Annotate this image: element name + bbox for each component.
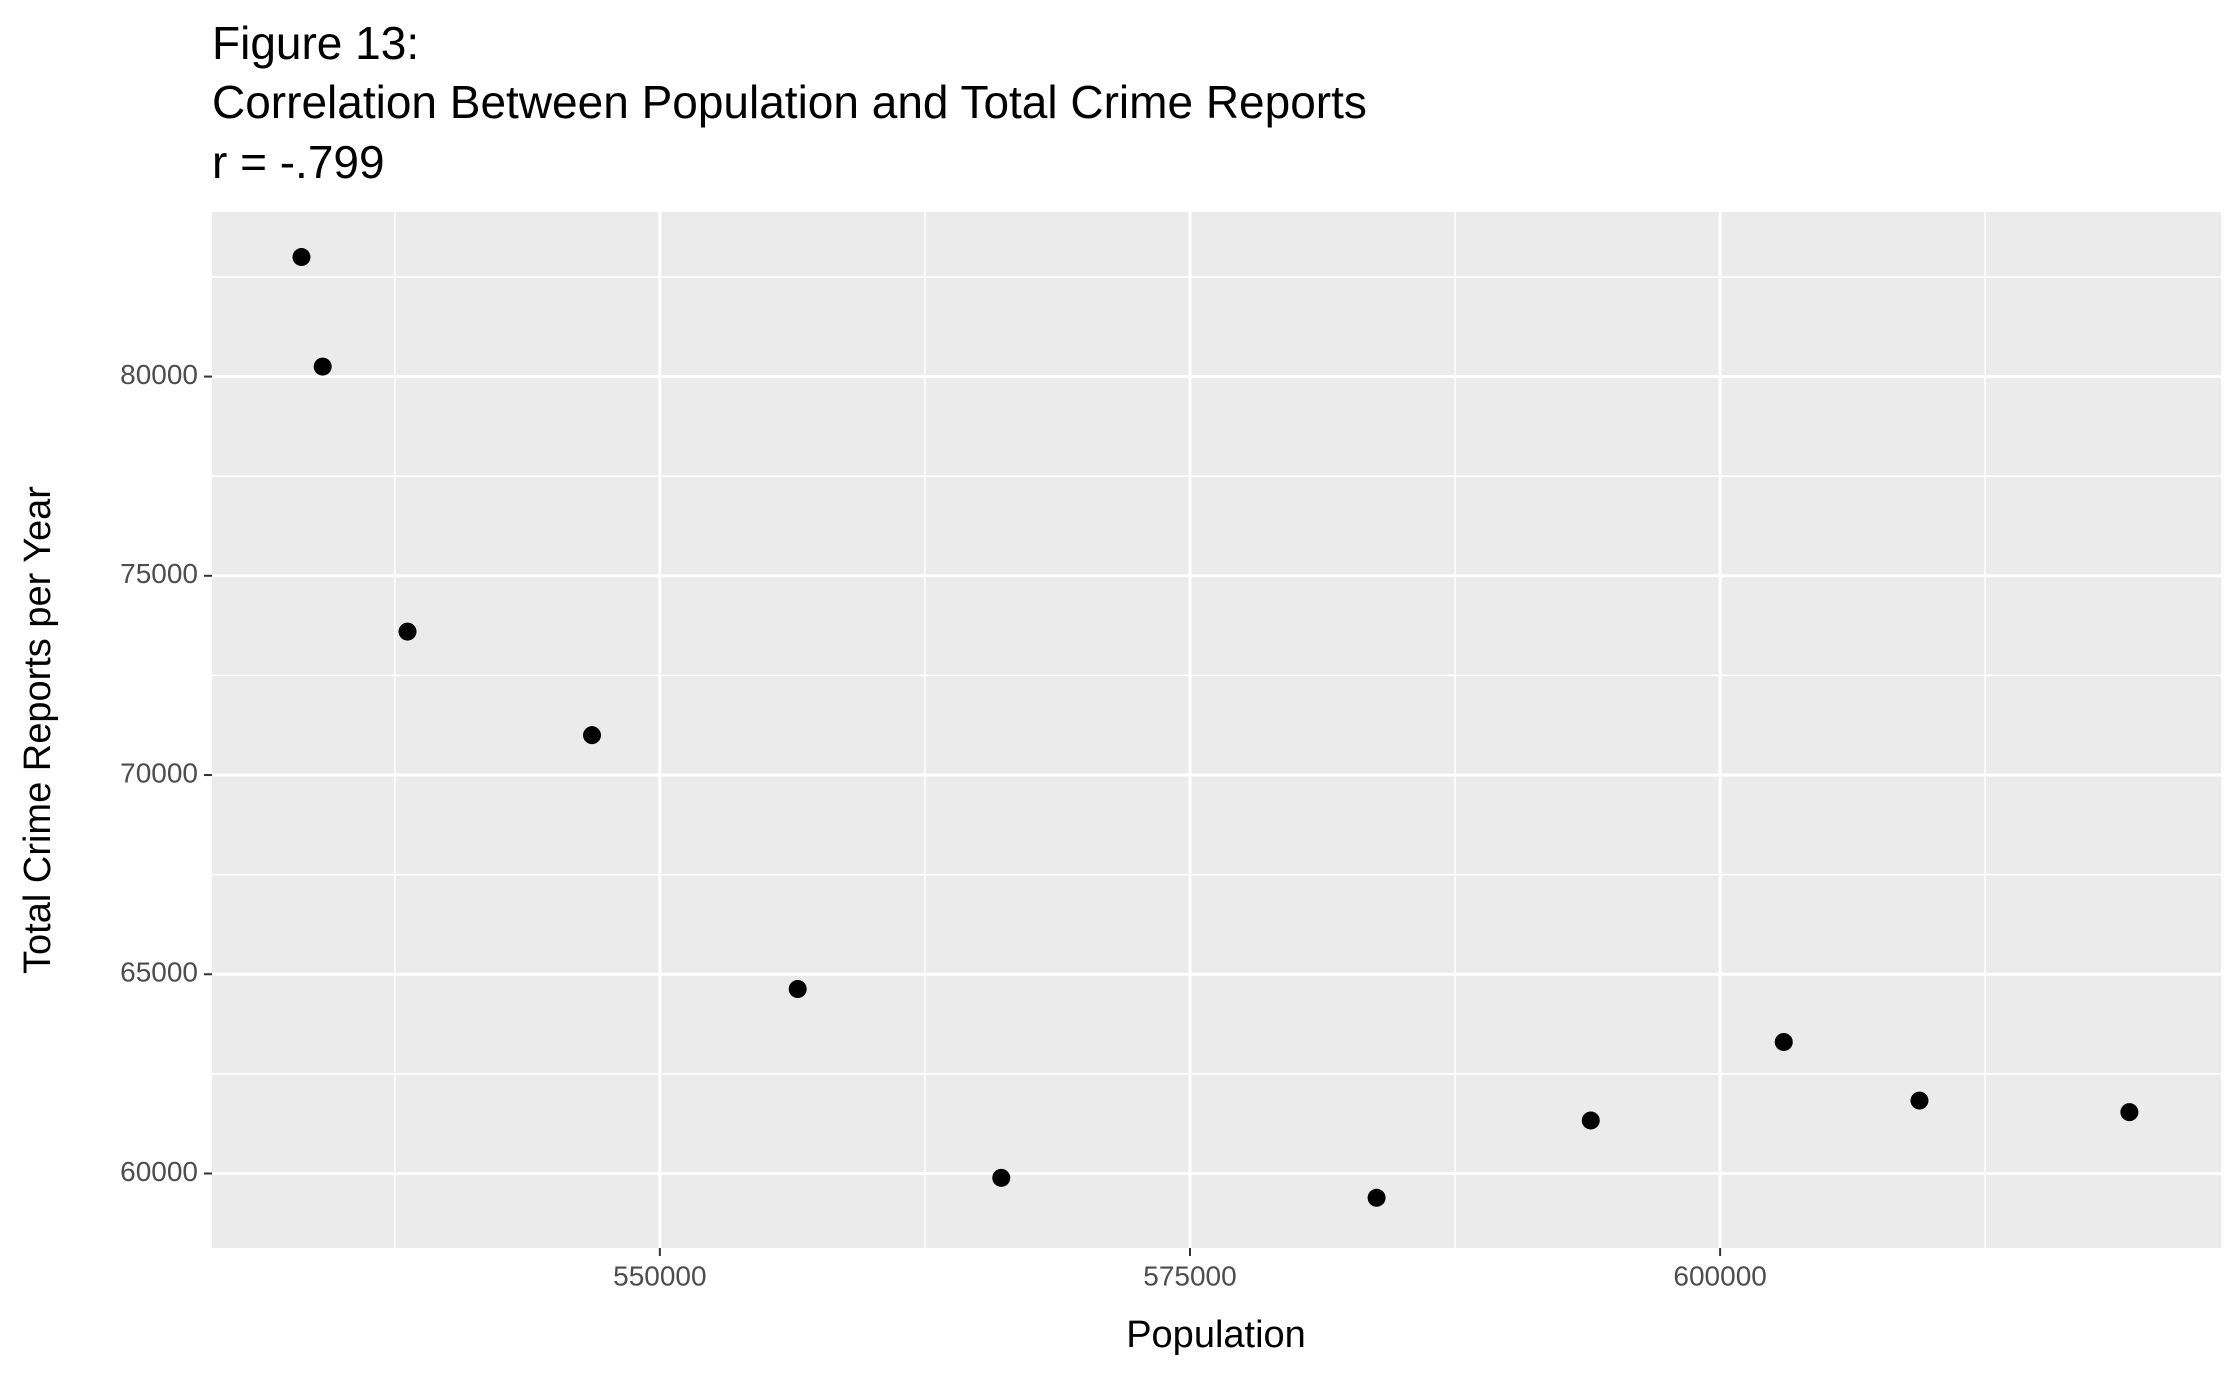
chart-subtitle: r = -.799 <box>212 136 385 188</box>
x-axis-title: Population <box>1126 1314 1306 1356</box>
y-tick-label: 65000 <box>120 957 198 988</box>
y-tick-label: 70000 <box>120 757 198 788</box>
y-tick-label: 80000 <box>120 359 198 390</box>
x-tick-label: 575000 <box>1143 1260 1236 1291</box>
x-tick-label: 600000 <box>1673 1260 1766 1291</box>
point <box>292 248 311 267</box>
point <box>398 622 417 641</box>
point <box>583 726 602 745</box>
point <box>1774 1032 1793 1051</box>
chart-title: Correlation Between Population and Total… <box>212 76 1367 128</box>
point <box>1367 1188 1386 1207</box>
chart-title: Figure 13: <box>212 17 419 69</box>
plot-panel <box>212 212 2221 1248</box>
y-tick-label: 75000 <box>120 558 198 589</box>
y-axis-title: Total Crime Reports per Year <box>17 486 59 974</box>
point <box>1910 1091 1929 1110</box>
x-tick-label: 550000 <box>613 1260 706 1291</box>
point <box>2120 1103 2139 1122</box>
point <box>788 980 807 998</box>
point <box>992 1168 1011 1187</box>
point <box>1581 1111 1600 1130</box>
point <box>313 357 332 376</box>
y-tick-label: 60000 <box>120 1156 198 1187</box>
